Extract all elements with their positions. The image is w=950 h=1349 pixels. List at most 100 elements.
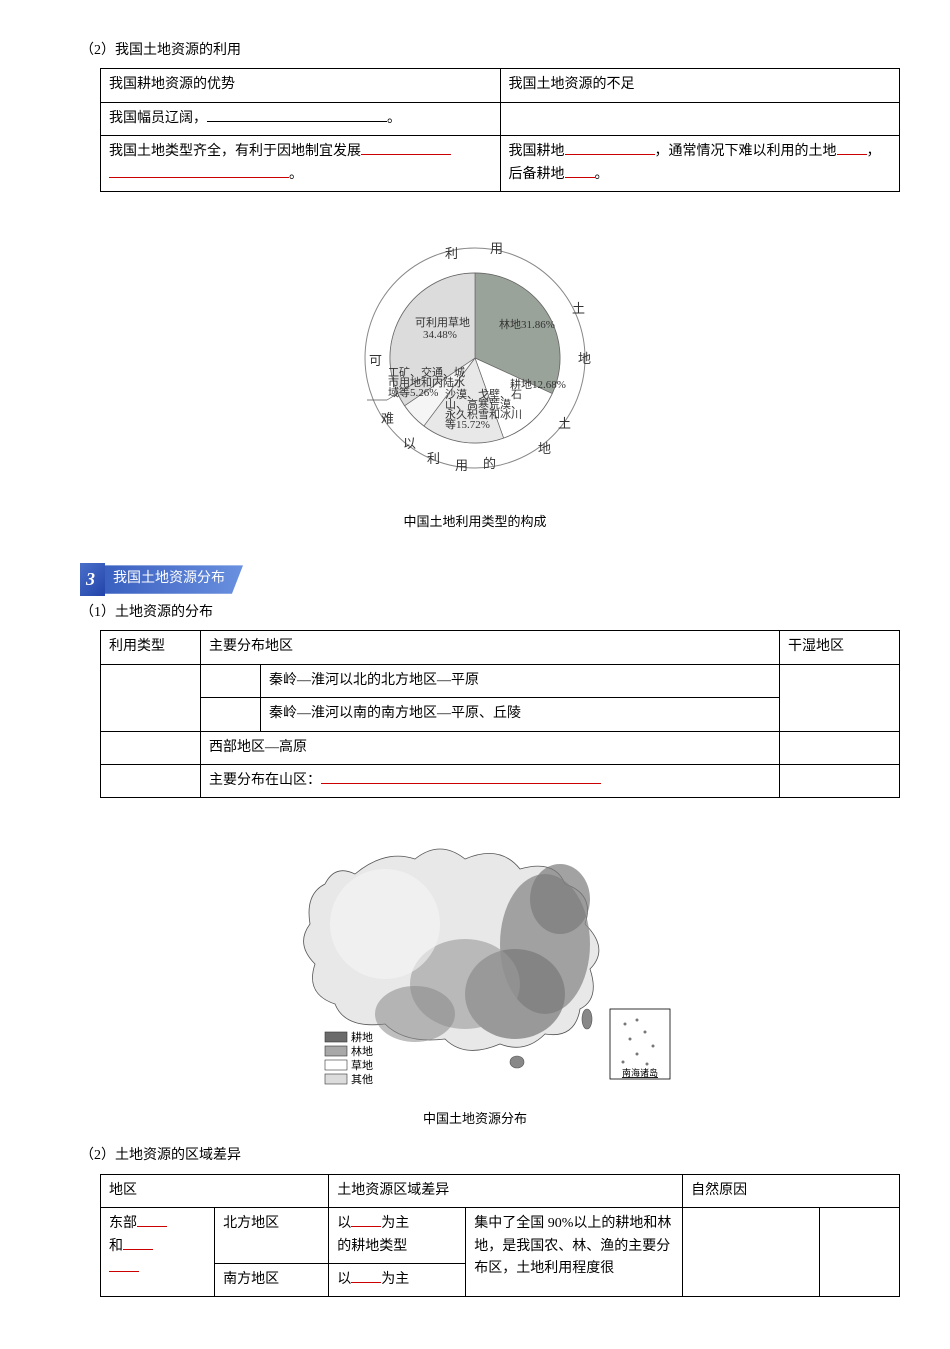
t1-r3c1: 我国土地类型齐全，有利于因地制宜发展 。 (101, 136, 501, 192)
svg-text:林地: 林地 (351, 1044, 373, 1058)
blank (565, 141, 655, 155)
section-3-banner: 3 我国土地资源分布 (80, 563, 243, 596)
svg-text:其他: 其他 (351, 1073, 373, 1086)
arc-lbl: 土 (572, 301, 585, 316)
svg-text:耕地: 耕地 (351, 1030, 373, 1044)
t3-r2c3-b: 为主 (381, 1272, 409, 1287)
t2-h3: 干湿地区 (780, 631, 900, 664)
t2-h1: 利用类型 (101, 631, 201, 664)
t3-r2c3-a: 以 (337, 1272, 351, 1287)
blank (207, 108, 387, 122)
t1-r3c1-b: 。 (289, 167, 303, 182)
t3-r1c6 (820, 1208, 900, 1297)
section-3-1-heading: （1）土地资源的分布 (80, 602, 870, 624)
t2-r1c2 (201, 664, 261, 697)
t2-r4c2: 主要分布在山区： (201, 764, 780, 797)
t1-r2c2 (500, 102, 900, 135)
map-wrap: 耕地林地草地其他 南海诸岛 中国土地资源分布 (80, 814, 870, 1129)
table-distribution: 利用类型 主要分布地区 干湿地区 秦岭—淮河以北的北方地区—平原 秦岭—淮河以南… (100, 630, 900, 798)
blank (837, 141, 867, 155)
t1-r2c1: 我国幅员辽阔， 。 (101, 102, 501, 135)
arc-lbl: 用 (455, 458, 468, 473)
blank (321, 770, 601, 784)
pie-chart-svg: 利 用 土 地 土 地 可 难 以 利 用 的 林地31.86% 耕地12.68… (315, 208, 635, 498)
blank (351, 1213, 381, 1227)
section-2-heading: （2）我国土地资源的利用 (80, 40, 870, 62)
pie-lbl-ind-2: 域等5.26% (388, 385, 438, 399)
pie-lbl-forest: 林地31.86% (499, 317, 555, 331)
arc-lbl: 难 (381, 411, 394, 426)
t3-h2: 土地资源区域差异 (329, 1174, 683, 1207)
pie-lbl-desert-3: 等15.72% (445, 417, 490, 431)
arc-lbl: 的 (483, 456, 496, 471)
t2-r3c2: 西部地区—高原 (201, 731, 780, 764)
t3-r1c1-b: 和 (109, 1239, 123, 1254)
table-regional: 地区 土地资源区域差异 自然原因 东部 和 北方地区 以为主 的耕地类型 集中了… (100, 1174, 900, 1298)
t2-r2c3: 秦岭—淮河以南的南方地区—平原、丘陵 (261, 698, 780, 731)
blank (123, 1236, 153, 1250)
t3-r1c1-a: 东部 (109, 1216, 137, 1231)
blank (109, 164, 289, 178)
blank (351, 1269, 381, 1283)
blank (137, 1213, 167, 1227)
t3-h1: 地区 (101, 1174, 329, 1207)
t2-r4-text: 主要分布在山区： (209, 773, 321, 788)
map-hainan (510, 1056, 524, 1068)
t1-r3c2-b: ，通常情况下难以利用的土地 (655, 144, 837, 159)
t3-h3: 自然原因 (683, 1174, 900, 1207)
map-region-ne (530, 864, 590, 934)
t3-r1c5 (683, 1208, 820, 1297)
t1-r1c2: 我国土地资源的不足 (500, 69, 900, 102)
map-legend: 耕地林地草地其他 (325, 1030, 373, 1086)
t3-r1c3-c: 的耕地类型 (337, 1239, 407, 1254)
map-caption: 中国土地资源分布 (80, 1109, 870, 1130)
arc-lbl: 地 (538, 441, 551, 456)
inset-label: 南海诸岛 (622, 1067, 658, 1078)
t1-r3c2-d: 。 (595, 167, 609, 182)
arc-lbl: 利 (445, 246, 458, 261)
t2-r4c4 (780, 764, 900, 797)
t3-r1c3-a: 以 (337, 1216, 351, 1231)
banner-text: 我国土地资源分布 (105, 565, 243, 593)
arc-lbl: 用 (490, 241, 503, 256)
map-region-w (330, 869, 440, 979)
t1-r2c1-b: 。 (387, 111, 401, 126)
t2-r3c4 (780, 731, 900, 764)
blank (361, 141, 451, 155)
t2-r2c2 (201, 698, 261, 731)
t1-r3c2: 我国耕地，通常情况下难以利用的土地，后备耕地。 (500, 136, 900, 192)
t3-r1c3-b: 为主 (381, 1216, 409, 1231)
t2-r1c4 (780, 664, 900, 731)
china-map-svg: 耕地林地草地其他 南海诸岛 (265, 814, 685, 1094)
t1-r2c1-a: 我国幅员辽阔， (109, 111, 207, 126)
map-region-sw (375, 986, 455, 1042)
t3-r1c4: 集中了全国 90%以上的耕地和林地，是我国农、林、渔的主要分布区，土地利用程度很 (466, 1208, 683, 1297)
t1-r1c1: 我国耕地资源的优势 (101, 69, 501, 102)
t3-r2c3: 以 为主 (329, 1264, 466, 1297)
pie-lbl-grass-0: 可利用草地 (415, 316, 470, 329)
map-taiwan (582, 1009, 592, 1029)
table-land-use: 我国耕地资源的优势 我国土地资源的不足 我国幅员辽阔， 。 我国土地类型齐全，有利… (100, 68, 900, 192)
t2-r3c1 (101, 731, 201, 764)
arc-lbl: 可 (369, 353, 382, 368)
arc-lbl: 地 (578, 351, 591, 366)
t2-r1c3: 秦岭—淮河以北的北方地区—平原 (261, 664, 780, 697)
t3-r1c1: 东部 和 (101, 1208, 215, 1297)
blank (565, 164, 595, 178)
t2-h2: 主要分布地区 (201, 631, 780, 664)
t1-r3c1-a: 我国土地类型齐全，有利于因地制宜发展 (109, 144, 361, 159)
pie-lbl-grass-1: 34.48% (423, 329, 457, 341)
svg-text:草地: 草地 (351, 1059, 373, 1072)
t2-r4c1 (101, 764, 201, 797)
arc-lbl: 土 (558, 416, 571, 431)
t2-r1c1 (101, 664, 201, 731)
banner-num: 3 (80, 563, 105, 596)
section-3-2-heading: （2）土地资源的区域差异 (80, 1145, 870, 1167)
pie-chart-wrap: 利 用 土 地 土 地 可 难 以 利 用 的 林地31.86% 耕地12.68… (80, 208, 870, 533)
t3-r1c3: 以 为主 的耕地类型 (329, 1208, 466, 1264)
t3-r1c2: 北方地区 (215, 1208, 329, 1264)
pie-caption: 中国土地利用类型的构成 (80, 512, 870, 533)
blank (109, 1258, 139, 1272)
t1-r3c2-a: 我国耕地 (509, 144, 565, 159)
t3-r2c2: 南方地区 (215, 1264, 329, 1297)
